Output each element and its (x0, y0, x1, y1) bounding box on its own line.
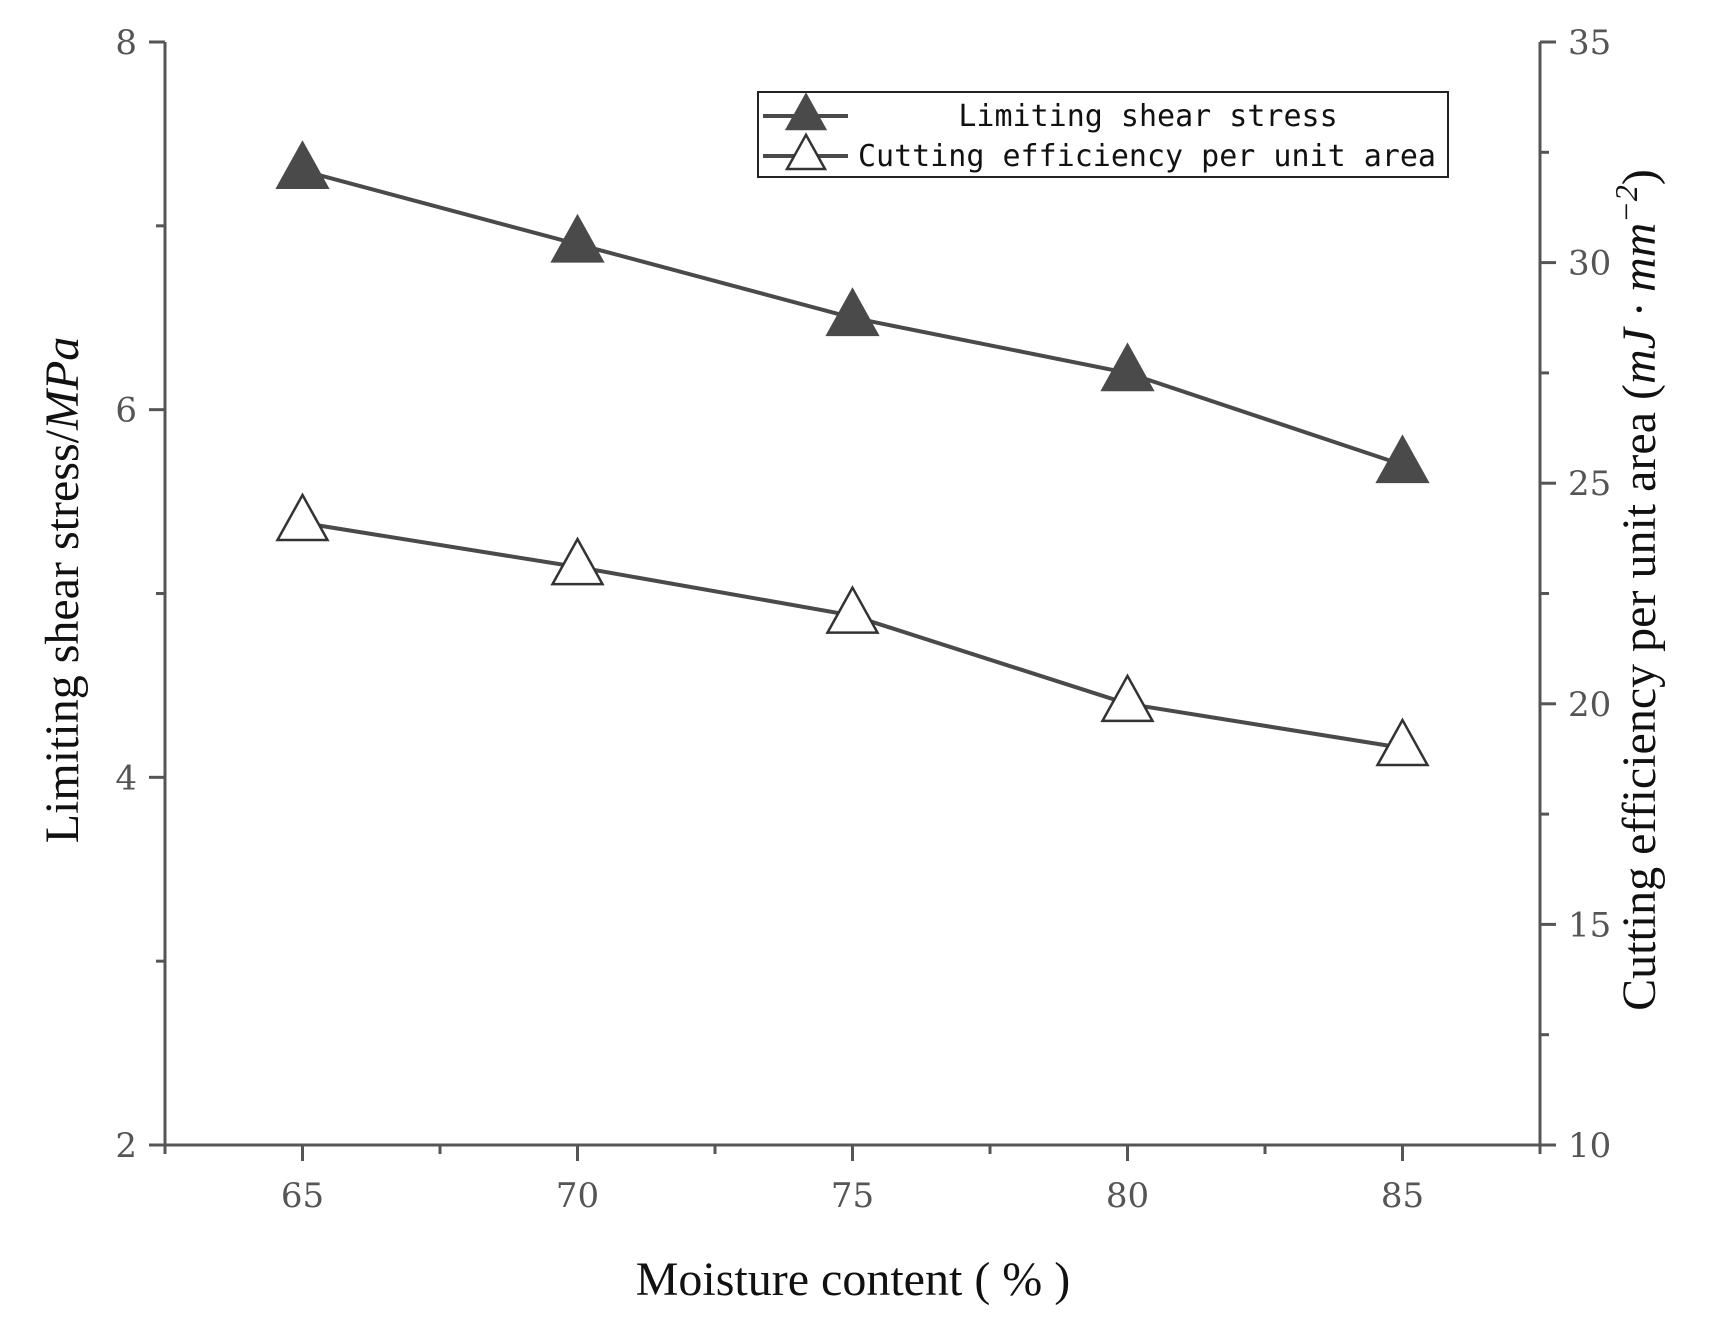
y-axis-right-title-close: ) (1613, 169, 1666, 185)
y-axis-left-title-text: Limiting shear stress/ (36, 429, 89, 843)
x-tick-label: 65 (281, 1176, 324, 1216)
y-right-tick-label: 20 (1568, 685, 1611, 725)
data-point-filled-triangle (275, 140, 330, 190)
series-layer (275, 140, 1430, 767)
x-tick-label: 70 (556, 1176, 599, 1216)
x-axis-title: Moisture content ( % ) (636, 1253, 1071, 1306)
legend-label: Cutting efficiency per unit area (858, 139, 1436, 174)
y-axis-right-title-exp: −2 (1608, 185, 1644, 223)
y-left-tick-label: 4 (115, 758, 137, 798)
data-point-open-triangle (1100, 673, 1155, 723)
axes: 65 70 75 80 85 2 4 6 8 10 15 20 25 30 35 (115, 23, 1611, 1216)
legend: Limiting shear stress Cutting efficiency … (757, 91, 1449, 178)
x-tick-label: 80 (1106, 1176, 1149, 1216)
series-line-2 (302, 520, 1403, 750)
y-axis-right-title-text: Cutting efficiency per unit area ( (1613, 384, 1666, 1011)
data-point-open-triangle (275, 492, 330, 542)
data-point-filled-triangle (550, 213, 605, 263)
legend-label: Limiting shear stress (958, 99, 1337, 134)
data-point-filled-triangle (825, 287, 880, 337)
y-right-tick-label: 10 (1568, 1126, 1611, 1166)
y-right-tick-label: 35 (1568, 23, 1611, 63)
y-axis-left-title: Limiting shear stress/MPa (36, 337, 89, 844)
y-right-tick-label: 15 (1568, 905, 1611, 945)
y-left-tick-label: 2 (115, 1126, 137, 1166)
y-right-tick-label: 25 (1568, 464, 1611, 504)
data-point-open-triangle (825, 585, 880, 634)
y-left-tick-label: 6 (115, 391, 137, 431)
legend-box (757, 91, 1449, 178)
y-axis-right-title: Cutting efficiency per unit area (mJ · m… (1608, 169, 1666, 1011)
x-tick-label: 75 (831, 1176, 874, 1216)
y-right-tick-label: 30 (1568, 244, 1611, 284)
data-point-open-triangle (1375, 717, 1430, 767)
data-point-filled-triangle (1100, 342, 1155, 392)
y-left-tick-label: 8 (115, 23, 137, 63)
data-point-open-triangle (550, 536, 605, 586)
x-tick-label: 85 (1381, 1176, 1424, 1216)
y-axis-left-title-unit: MPa (36, 337, 89, 431)
legend-swatch-marker (784, 132, 828, 171)
y-axis-right-title-unit: mJ · mm (1613, 223, 1666, 384)
legend-swatch-marker (784, 92, 828, 131)
data-point-filled-triangle (1375, 434, 1430, 484)
